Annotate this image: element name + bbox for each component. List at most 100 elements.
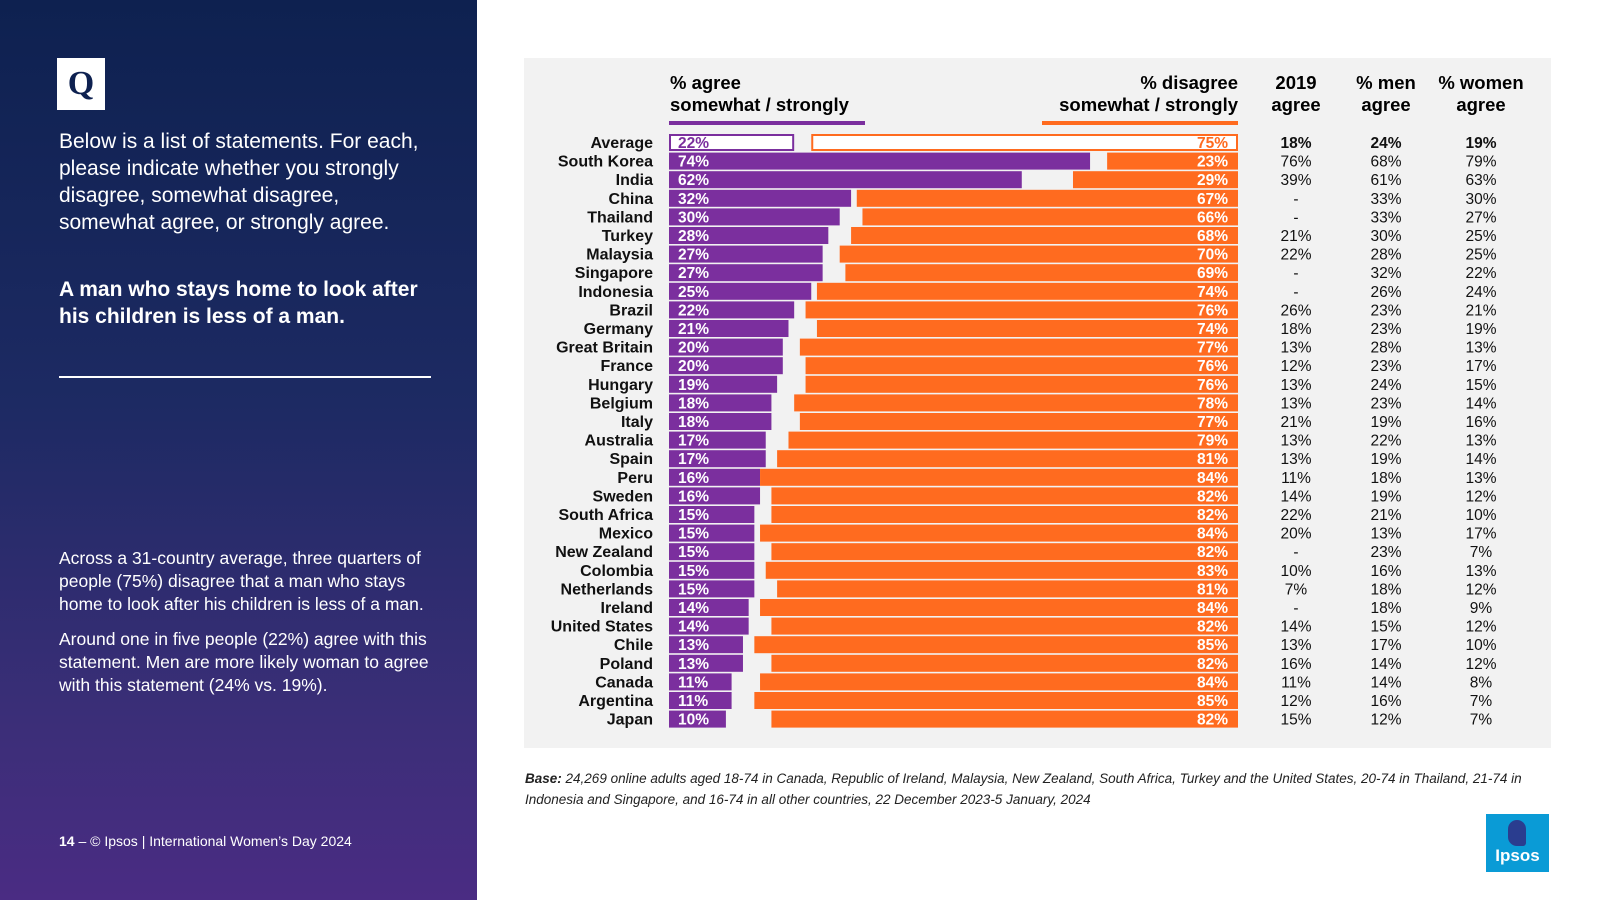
value-2019: - — [1293, 284, 1298, 301]
logo-mark-icon — [1508, 820, 1526, 846]
disagree-bar — [816, 282, 1238, 300]
agree-value-label: 28% — [678, 228, 709, 245]
summary: Across a 31-country average, three quart… — [59, 547, 434, 709]
value-women: 22% — [1465, 265, 1496, 282]
disagree-value-label: 23% — [1197, 154, 1228, 171]
disagree-bar — [771, 487, 1238, 505]
value-2019: 16% — [1280, 656, 1311, 673]
value-men: 19% — [1370, 488, 1401, 505]
agree-bar — [669, 450, 766, 468]
agree-value-label: 11% — [678, 693, 708, 710]
country-label: Australia — [585, 433, 654, 450]
agree-bar — [669, 487, 761, 505]
agree-bar — [669, 561, 755, 579]
disagree-bar — [799, 338, 1238, 356]
value-men: 19% — [1370, 451, 1401, 468]
agree-bar — [669, 320, 789, 337]
agree-bar — [669, 394, 772, 412]
disagree-bar — [1107, 152, 1238, 170]
disagree-value-label: 66% — [1197, 209, 1228, 226]
agree-value-label: 30% — [678, 209, 709, 226]
disagree-value-label: 85% — [1197, 693, 1228, 710]
agree-bar — [669, 338, 783, 356]
disagree-bar — [771, 710, 1238, 728]
value-2019: 18% — [1280, 135, 1311, 152]
agree-value-label: 11% — [678, 674, 708, 691]
disagree-bar — [788, 431, 1238, 449]
disagree-value-label: 74% — [1197, 321, 1228, 338]
value-2019: 10% — [1280, 563, 1311, 580]
disagree-value-label: 82% — [1197, 619, 1228, 636]
agree-value-label: 22% — [678, 135, 709, 152]
disagree-value-label: 68% — [1197, 228, 1228, 245]
value-men: 61% — [1370, 172, 1401, 189]
agree-bar — [669, 134, 795, 151]
disagree-bar — [839, 245, 1238, 263]
disagree-bar — [1072, 171, 1238, 189]
page-number: 14 — [59, 833, 75, 849]
left-panel: Q Below is a list of statements. For eac… — [0, 0, 477, 900]
disagree-value-label: 76% — [1197, 377, 1228, 394]
agree-value-label: 32% — [678, 191, 709, 208]
value-women: 7% — [1470, 712, 1493, 729]
country-label: Chile — [614, 637, 653, 654]
disagree-bar — [777, 580, 1238, 598]
disagree-value-label: 76% — [1197, 302, 1228, 319]
value-2019: 13% — [1280, 637, 1311, 654]
country-label: Malaysia — [586, 247, 653, 264]
value-men: 24% — [1370, 377, 1401, 394]
value-women: 17% — [1465, 526, 1496, 543]
value-women: 14% — [1465, 395, 1496, 412]
disagree-value-label: 84% — [1197, 674, 1228, 691]
disagree-bar — [799, 413, 1238, 430]
disagree-bar — [777, 450, 1238, 468]
value-women: 12% — [1465, 488, 1496, 505]
value-2019: 13% — [1280, 395, 1311, 412]
agree-value-label: 18% — [678, 414, 709, 431]
column-header-women-line-2: agree — [1456, 94, 1505, 115]
value-women: 21% — [1465, 302, 1496, 319]
agree-bar — [669, 171, 1022, 189]
disagree-bar — [856, 189, 1238, 207]
value-women: 9% — [1470, 600, 1493, 617]
value-2019: 13% — [1280, 433, 1311, 450]
value-men: 33% — [1370, 191, 1401, 208]
value-men: 16% — [1370, 693, 1401, 710]
value-women: 17% — [1465, 358, 1496, 375]
disagree-value-label: 84% — [1197, 470, 1228, 487]
agree-header-underline — [669, 121, 865, 125]
country-label: Indonesia — [578, 284, 653, 301]
disagree-bar — [760, 599, 1238, 616]
disagree-bar — [760, 673, 1238, 691]
country-label: Peru — [617, 470, 653, 487]
agree-bar — [669, 208, 840, 226]
column-header-y2019-line-2: agree — [1271, 94, 1320, 115]
value-2019: 21% — [1280, 228, 1311, 245]
country-label: France — [601, 358, 654, 375]
value-2019: 20% — [1280, 526, 1311, 543]
base-label: Base: — [525, 771, 562, 786]
country-label: Brazil — [609, 302, 653, 319]
disagree-value-label: 77% — [1197, 414, 1228, 431]
agree-value-label: 15% — [678, 563, 709, 580]
summary-paragraph-2: Around one in five people (22%) agree wi… — [59, 629, 429, 695]
country-label: Italy — [621, 414, 653, 431]
ipsos-logo: Ipsos — [1486, 814, 1549, 872]
country-label: Thailand — [587, 209, 653, 226]
agree-value-label: 18% — [678, 395, 709, 412]
value-2019: 12% — [1280, 358, 1311, 375]
value-men: 32% — [1370, 265, 1401, 282]
value-women: 79% — [1465, 154, 1496, 171]
agree-bar — [669, 357, 783, 375]
disagree-value-label: 85% — [1197, 637, 1228, 654]
disagree-value-label: 69% — [1197, 265, 1228, 282]
value-men: 22% — [1370, 433, 1401, 450]
agree-bar — [669, 264, 823, 282]
value-men: 13% — [1370, 526, 1401, 543]
disagree-bar — [765, 561, 1238, 579]
value-2019: 18% — [1280, 321, 1311, 338]
agree-bar — [669, 617, 749, 635]
agree-value-label: 15% — [678, 507, 709, 524]
value-women: 19% — [1465, 321, 1496, 338]
value-men: 30% — [1370, 228, 1401, 245]
